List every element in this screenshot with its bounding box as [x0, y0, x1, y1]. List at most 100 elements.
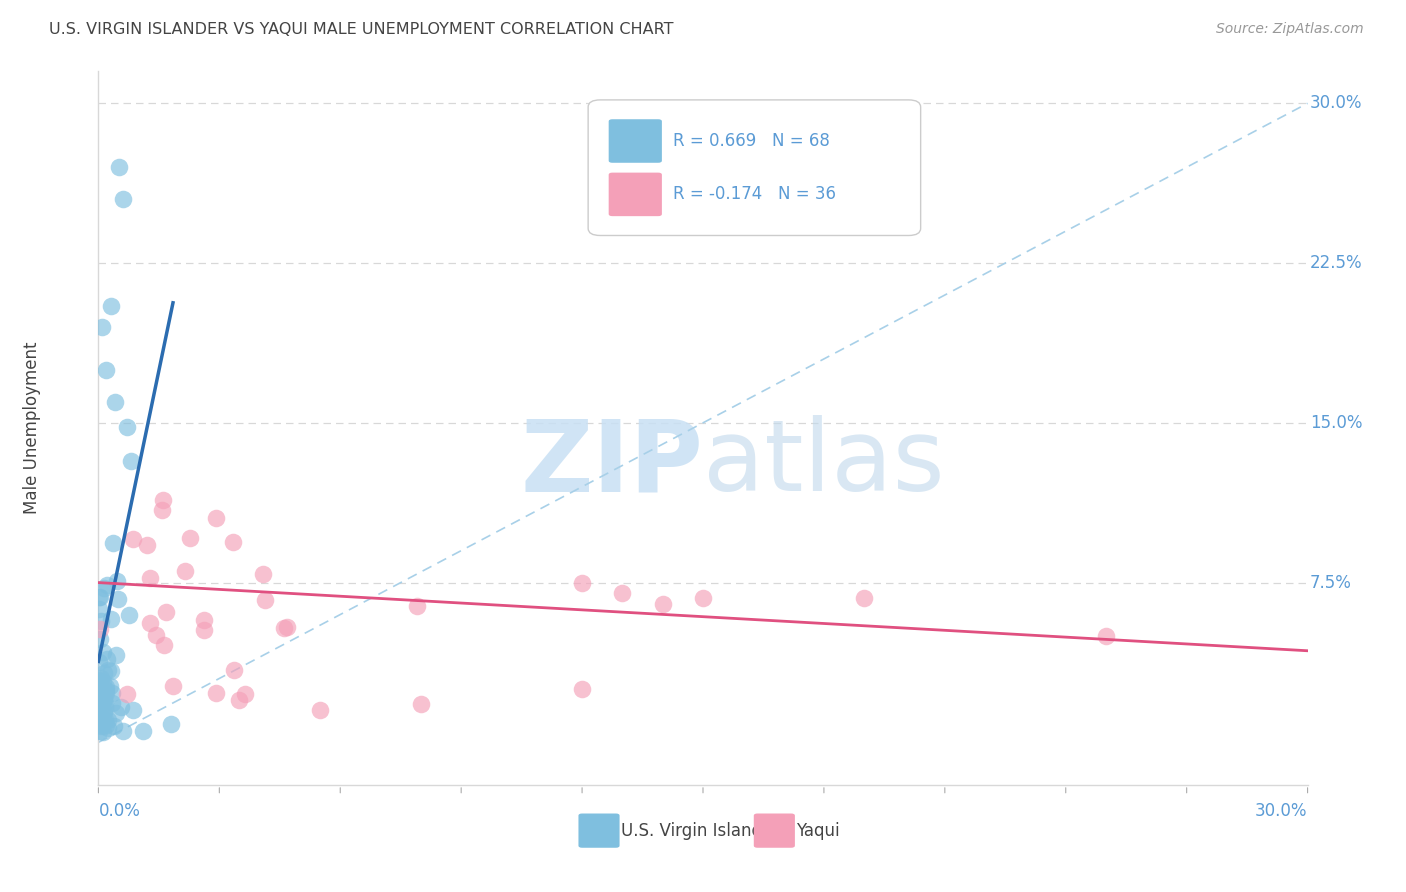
Point	[651, 597, 673, 611]
Point	[89, 602, 111, 616]
Point	[96, 652, 118, 666]
Text: 22.5%: 22.5%	[1310, 254, 1362, 272]
Point	[90, 719, 112, 733]
Point	[153, 638, 176, 652]
Point	[107, 160, 129, 174]
Point	[273, 622, 295, 636]
Point	[155, 605, 177, 619]
Point	[96, 680, 118, 694]
Text: Yaqui: Yaqui	[796, 822, 839, 839]
Point	[91, 712, 114, 726]
Point	[136, 538, 159, 552]
Point	[204, 511, 226, 525]
Point	[100, 299, 122, 313]
Point	[87, 656, 110, 670]
Point	[90, 671, 112, 685]
Point	[571, 682, 593, 697]
Point	[132, 724, 155, 739]
Point	[93, 666, 115, 681]
Point	[100, 665, 122, 679]
Point	[222, 663, 245, 677]
Point	[87, 682, 110, 697]
Point	[103, 394, 125, 409]
Text: 0.0%: 0.0%	[98, 802, 141, 820]
Point	[120, 454, 142, 468]
Point	[91, 645, 114, 659]
FancyBboxPatch shape	[588, 100, 921, 235]
Text: U.S. VIRGIN ISLANDER VS YAQUI MALE UNEMPLOYMENT CORRELATION CHART: U.S. VIRGIN ISLANDER VS YAQUI MALE UNEMP…	[49, 22, 673, 37]
Point	[150, 502, 173, 516]
Point	[122, 703, 145, 717]
Text: Source: ZipAtlas.com: Source: ZipAtlas.com	[1216, 22, 1364, 37]
Point	[87, 700, 110, 714]
Point	[105, 574, 128, 588]
Point	[96, 663, 118, 677]
Text: 30.0%: 30.0%	[1256, 802, 1308, 820]
Point	[692, 591, 714, 605]
Point	[100, 696, 122, 710]
Point	[612, 586, 634, 600]
FancyBboxPatch shape	[578, 814, 620, 847]
Point	[91, 320, 114, 334]
Point	[90, 614, 112, 628]
Point	[152, 493, 174, 508]
Point	[104, 706, 127, 720]
Point	[406, 599, 429, 614]
Point	[87, 673, 110, 687]
Point	[100, 612, 122, 626]
Point	[93, 706, 115, 720]
Point	[228, 692, 250, 706]
Point	[409, 697, 432, 711]
Point	[93, 688, 115, 702]
Point	[193, 623, 215, 637]
Point	[89, 676, 111, 690]
Point	[91, 724, 114, 739]
Point	[105, 648, 128, 662]
FancyBboxPatch shape	[754, 814, 794, 847]
Point	[193, 613, 215, 627]
Point	[111, 724, 134, 739]
Point	[111, 192, 134, 206]
Point	[89, 622, 111, 636]
Point	[252, 566, 274, 581]
Point	[122, 532, 145, 546]
Point	[93, 582, 115, 596]
Point	[115, 687, 138, 701]
Point	[162, 679, 184, 693]
Point	[89, 632, 111, 647]
Point	[89, 673, 111, 688]
Point	[94, 686, 117, 700]
Point	[117, 608, 139, 623]
Point	[91, 711, 114, 725]
Point	[139, 615, 162, 630]
FancyBboxPatch shape	[609, 173, 662, 216]
Text: U.S. Virgin Islanders: U.S. Virgin Islanders	[621, 822, 787, 839]
Point	[90, 711, 112, 725]
Point	[87, 716, 110, 731]
Point	[93, 692, 115, 706]
Point	[139, 571, 162, 585]
Text: 30.0%: 30.0%	[1310, 95, 1362, 112]
Point	[221, 534, 243, 549]
Text: 7.5%: 7.5%	[1310, 574, 1353, 591]
Text: Male Unemployment: Male Unemployment	[22, 342, 41, 515]
Point	[103, 719, 125, 733]
Point	[1095, 629, 1118, 643]
Point	[233, 687, 256, 701]
FancyBboxPatch shape	[609, 120, 662, 162]
Point	[571, 575, 593, 590]
Text: atlas: atlas	[703, 416, 945, 512]
Point	[145, 628, 167, 642]
Point	[90, 718, 112, 732]
Point	[94, 682, 117, 697]
Point	[91, 685, 114, 699]
Point	[107, 591, 129, 606]
Point	[89, 723, 111, 738]
Point	[101, 536, 124, 550]
Text: R = -0.174   N = 36: R = -0.174 N = 36	[672, 186, 835, 203]
Point	[89, 591, 111, 605]
Point	[97, 721, 120, 735]
Point	[91, 675, 114, 690]
Point	[91, 695, 114, 709]
Point	[179, 531, 201, 545]
